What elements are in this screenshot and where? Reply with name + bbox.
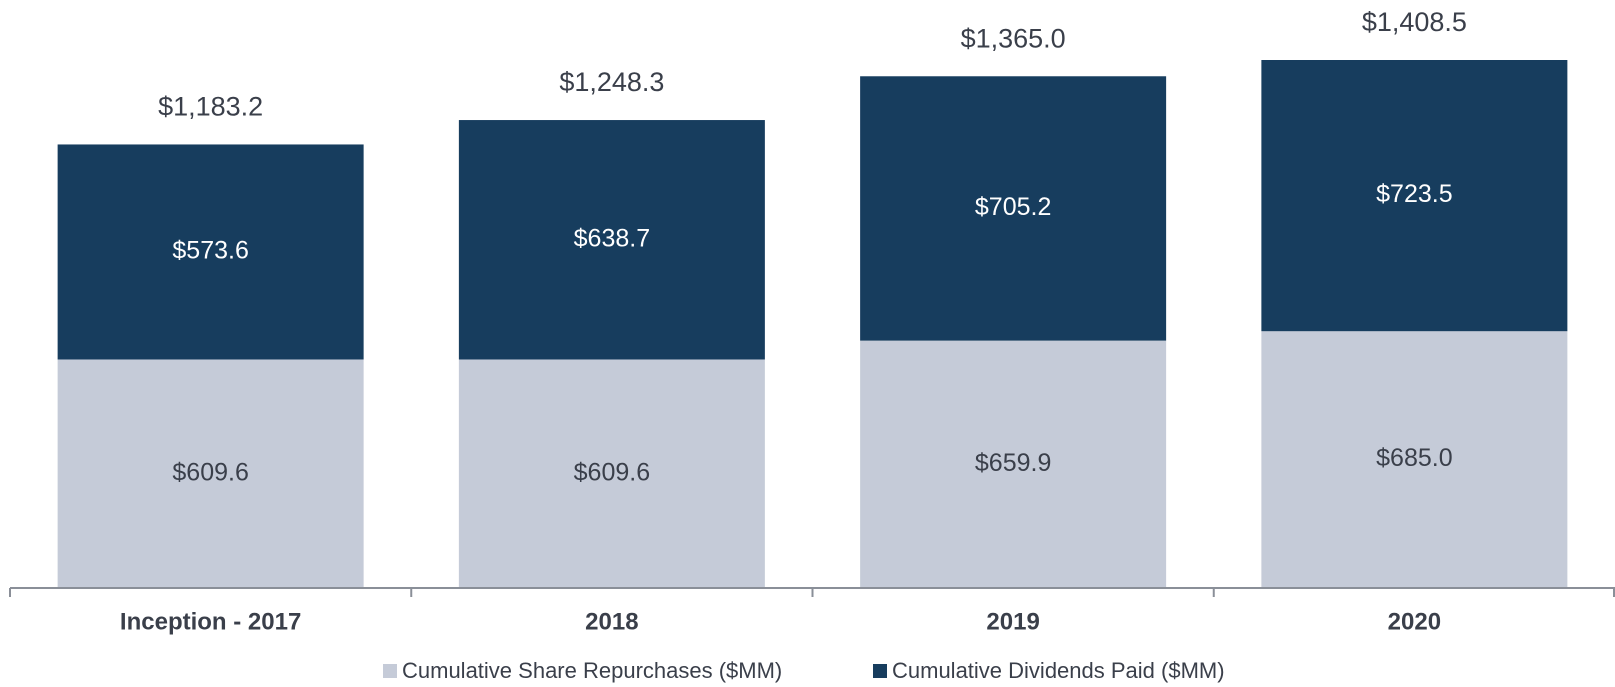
x-tick-label: Inception - 2017 xyxy=(120,608,301,635)
segment-label: $723.5 xyxy=(1376,180,1452,208)
segment-label: $685.0 xyxy=(1376,444,1452,472)
bar-segment xyxy=(57,144,364,360)
total-label: $1,248.3 xyxy=(559,67,664,97)
legend-label: Cumulative Dividends Paid ($MM) xyxy=(892,658,1225,683)
legend-swatch xyxy=(873,664,887,678)
segment-label: $609.6 xyxy=(574,458,650,486)
segment-label: $659.9 xyxy=(975,449,1051,477)
total-label: $1,408.5 xyxy=(1362,7,1467,37)
bar-segment xyxy=(1261,60,1568,332)
bar-segment xyxy=(57,359,364,588)
segment-label: $573.6 xyxy=(172,237,248,265)
total-label: $1,365.0 xyxy=(961,23,1066,53)
segment-label: $638.7 xyxy=(574,224,650,252)
x-tick-label: 2018 xyxy=(585,608,638,635)
x-tick-label: 2020 xyxy=(1388,608,1441,635)
total-label: $1,183.2 xyxy=(158,92,263,122)
segment-label: $609.6 xyxy=(172,458,248,486)
bar-segment xyxy=(1261,331,1568,588)
legend-label: Cumulative Share Repurchases ($MM) xyxy=(402,658,782,683)
legend-swatch xyxy=(383,664,397,678)
segment-label: $705.2 xyxy=(975,193,1051,221)
x-tick-label: 2019 xyxy=(986,608,1039,635)
bar-segment xyxy=(458,120,765,360)
bar-segment xyxy=(458,359,765,588)
bar-segment xyxy=(860,76,1167,341)
bar-segment xyxy=(860,340,1167,588)
